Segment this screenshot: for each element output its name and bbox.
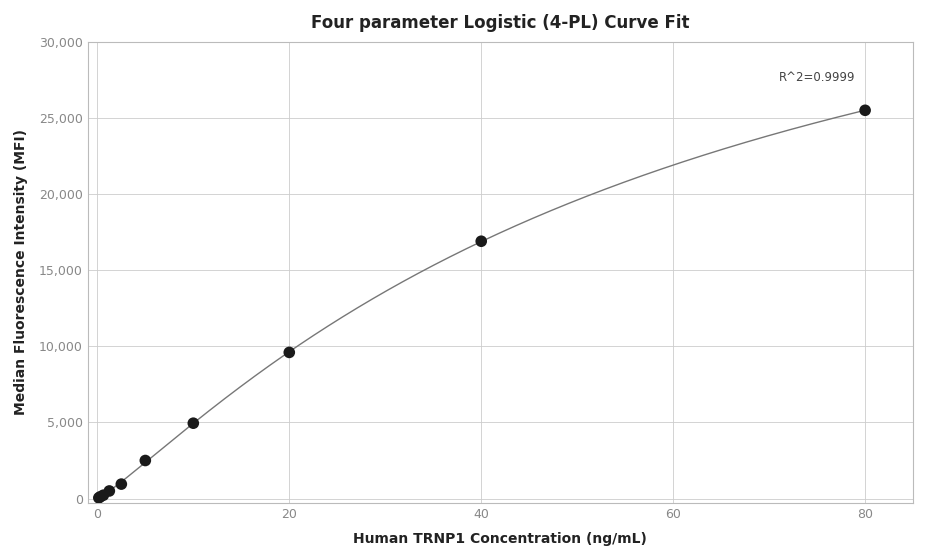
Point	[114, 479, 129, 488]
Point	[95, 491, 110, 500]
X-axis label: Human TRNP1 Concentration (ng/mL): Human TRNP1 Concentration (ng/mL)	[353, 532, 647, 546]
Point	[857, 106, 872, 115]
Title: Four parameter Logistic (4-PL) Curve Fit: Four parameter Logistic (4-PL) Curve Fit	[311, 14, 690, 32]
Text: R^2=0.9999: R^2=0.9999	[779, 72, 856, 85]
Y-axis label: Median Fluorescence Intensity (MFI): Median Fluorescence Intensity (MFI)	[14, 129, 28, 416]
Point	[186, 419, 201, 428]
Point	[474, 237, 489, 246]
Point	[138, 456, 153, 465]
Point	[282, 348, 297, 357]
Point	[102, 487, 117, 496]
Point	[93, 492, 108, 501]
Point	[92, 493, 107, 502]
